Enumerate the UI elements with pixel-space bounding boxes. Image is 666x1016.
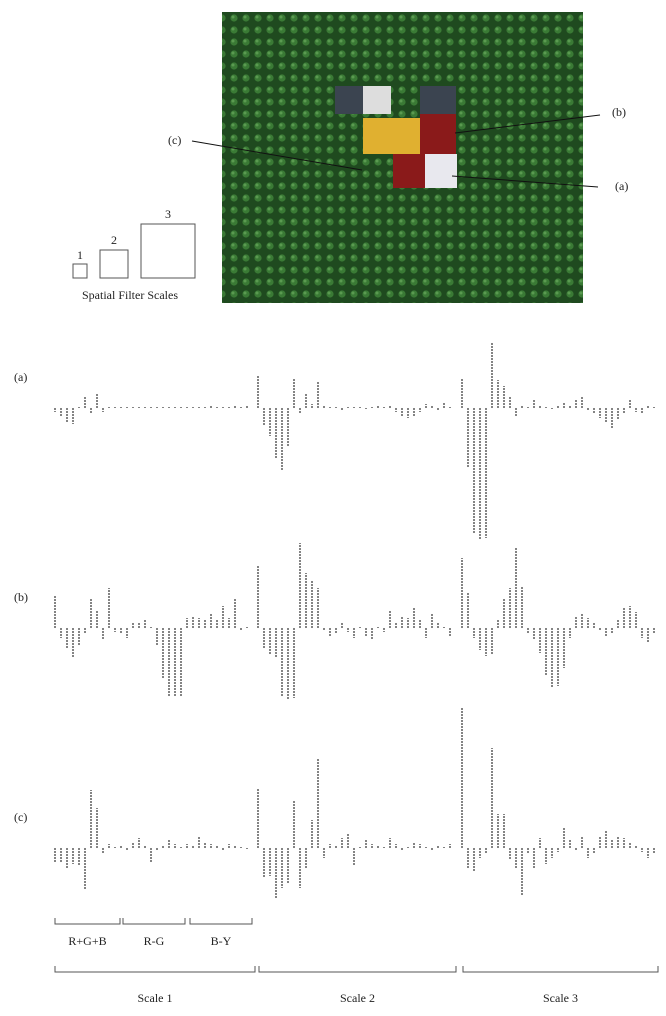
channel-bracket — [54, 918, 121, 925]
scale-square — [72, 263, 88, 279]
channel-label: B-Y — [211, 934, 232, 948]
scale-label: Scale 2 — [340, 991, 375, 1005]
row-label: (b) — [14, 590, 28, 604]
callout-label: (c) — [168, 133, 181, 147]
row-label: (a) — [14, 370, 27, 384]
channel-bracket — [122, 918, 186, 925]
scale-label: Scale 3 — [543, 991, 578, 1005]
brick — [420, 114, 456, 154]
callout-line — [451, 175, 599, 188]
scale-number: 2 — [111, 233, 117, 247]
scale-bracket — [54, 966, 256, 973]
channel-label: R-G — [144, 934, 165, 948]
callout-label: (b) — [612, 105, 626, 119]
channel-label: R+G+B — [68, 934, 106, 948]
brick — [420, 86, 456, 114]
scale-number: 3 — [165, 207, 171, 221]
scale-square — [99, 249, 129, 279]
brick — [363, 86, 391, 114]
callout-line — [191, 140, 363, 171]
row-label: (c) — [14, 810, 27, 824]
filter-scales: 1 2 3 Spatial Filter Scales — [72, 207, 196, 302]
caption: Spatial Filter Scales — [82, 288, 178, 302]
callout-line — [454, 114, 601, 134]
brick — [335, 86, 363, 114]
scale-label: Scale 1 — [138, 991, 173, 1005]
scale-number: 1 — [77, 248, 83, 262]
callout-label: (a) — [615, 179, 628, 193]
photo: (a) (b) (c) — [168, 12, 628, 303]
brick — [425, 154, 457, 188]
scale-bracket — [462, 966, 659, 973]
brick — [363, 118, 421, 154]
scale-square — [140, 223, 196, 279]
scale-bracket — [258, 966, 457, 973]
brick — [393, 154, 425, 188]
channel-bracket — [189, 918, 253, 925]
